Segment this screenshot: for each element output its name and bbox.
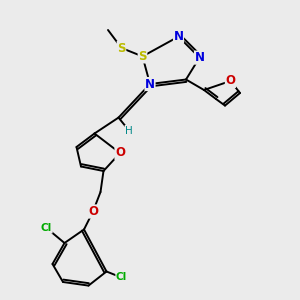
Text: Cl: Cl — [116, 272, 127, 283]
Text: Cl: Cl — [41, 223, 52, 233]
Text: O: O — [225, 74, 236, 88]
Text: N: N — [145, 77, 155, 91]
Text: O: O — [88, 205, 98, 218]
Text: O: O — [115, 146, 125, 160]
Text: S: S — [117, 41, 126, 55]
Text: S: S — [138, 50, 147, 63]
Text: N: N — [194, 51, 205, 64]
Text: N: N — [173, 30, 184, 43]
Text: H: H — [125, 125, 133, 136]
